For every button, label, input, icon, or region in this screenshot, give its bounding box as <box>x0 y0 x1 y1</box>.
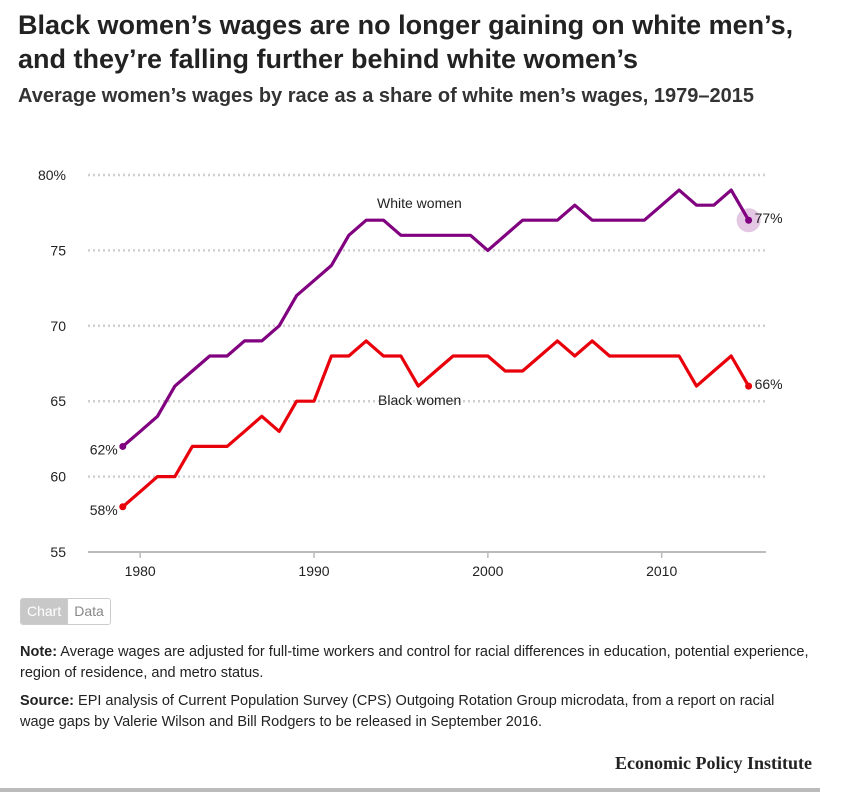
source-label: Source: <box>20 693 74 709</box>
black-women-start-label: 58% <box>90 502 118 518</box>
note-label: Note: <box>20 644 58 660</box>
note-text: Average wages are adjusted for full-time… <box>20 644 809 681</box>
y-tick-label: 55 <box>50 544 66 560</box>
x-tick-label: 2000 <box>472 563 503 579</box>
white-women-end-point <box>745 216 753 224</box>
note: Note: Average wages are adjusted for ful… <box>20 642 810 684</box>
tab-data[interactable]: Data <box>67 599 110 624</box>
black-women-series-label: Black women <box>378 392 461 408</box>
bottom-rule <box>0 788 820 792</box>
black-women-start-point <box>119 503 127 511</box>
x-tick-label: 2010 <box>646 563 677 579</box>
y-tick-label: 60 <box>50 469 66 485</box>
white-women-series-label: White women <box>377 195 462 211</box>
x-tick-label: 1980 <box>125 563 156 579</box>
white-women-end-label: 77% <box>755 210 783 226</box>
line-chart: 55 60 65 70 75 80% 1980 1990 2000 2010 62% 77% 58% 66… <box>38 167 783 579</box>
chart-subtitle: Average women’s wages by race as a share… <box>18 85 754 107</box>
chart-notes: Note: Average wages are adjusted for ful… <box>20 642 810 740</box>
y-tick-label: 75 <box>50 242 66 258</box>
white-women-line <box>121 188 751 448</box>
source-text: EPI analysis of Current Population Surve… <box>20 693 775 730</box>
white-women-start-label: 62% <box>90 441 118 457</box>
white-women-start-point <box>119 442 127 450</box>
chart-title: Black women’s wages are no longer gainin… <box>18 10 794 74</box>
y-tick-label: 70 <box>50 318 66 334</box>
epi-logo: Economic Policy Institute <box>615 753 812 773</box>
black-women-end-point <box>745 382 753 390</box>
source: Source: EPI analysis of Current Populati… <box>20 691 810 733</box>
y-tick-label: 80% <box>38 167 66 183</box>
x-tick-label: 1990 <box>298 563 329 579</box>
view-tabs: Chart Data <box>20 598 111 625</box>
black-women-line <box>121 339 751 509</box>
y-tick-label: 65 <box>50 393 66 409</box>
black-women-end-label: 66% <box>755 376 783 392</box>
tab-chart[interactable]: Chart <box>21 599 68 624</box>
